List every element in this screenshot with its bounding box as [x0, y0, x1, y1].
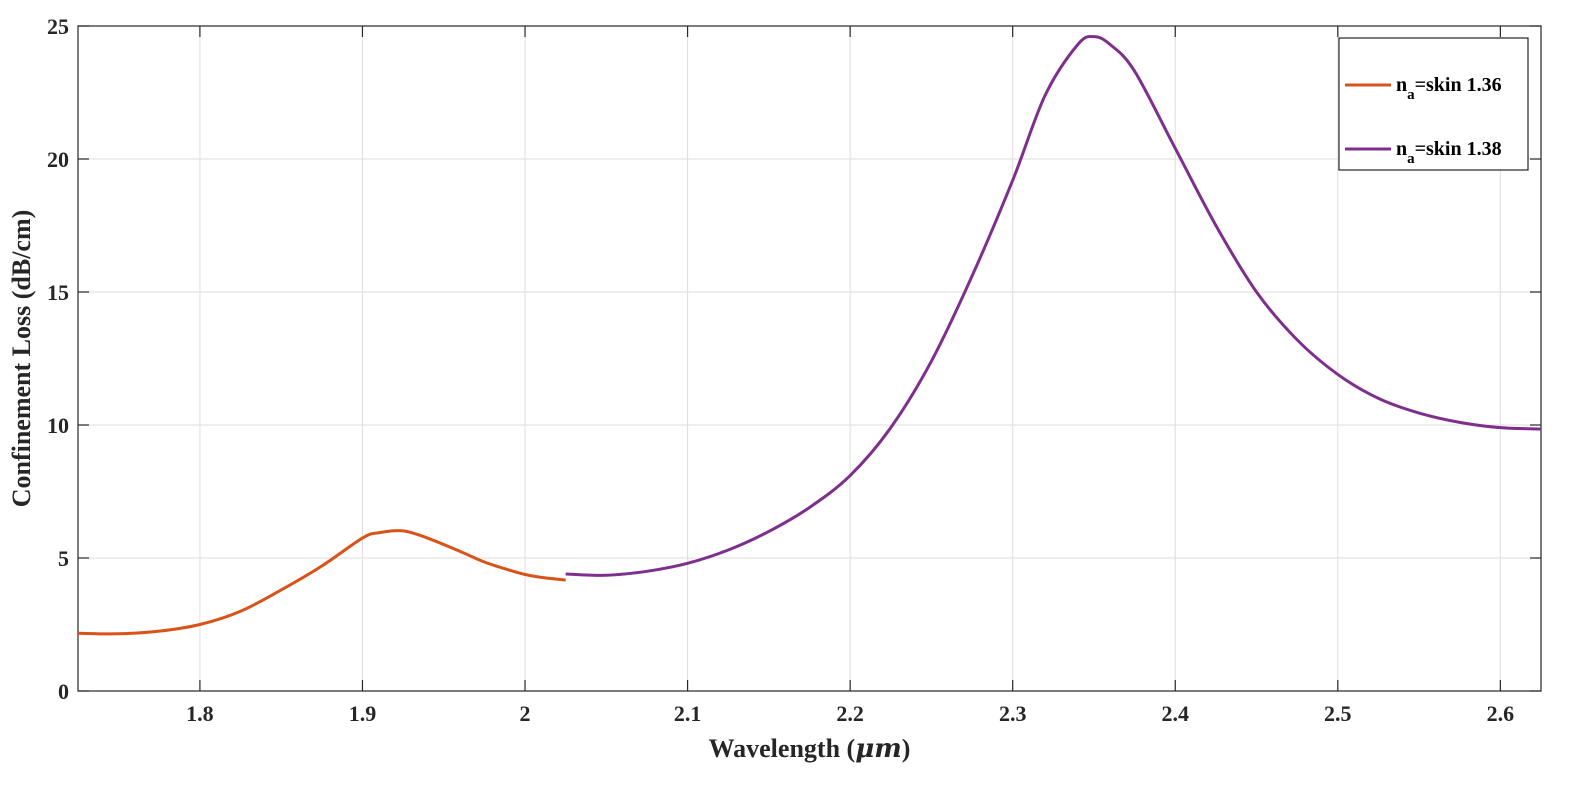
tick-marks — [78, 25, 1541, 692]
x-tick-label: 2 — [520, 701, 531, 726]
x-tick-label: 2.4 — [1162, 701, 1190, 726]
y-tick-label: 15 — [47, 280, 69, 305]
x-tick-label: 1.9 — [349, 701, 377, 726]
series-line-1 — [565, 35, 1542, 577]
axes-box — [77, 25, 1542, 692]
x-tick-label: 2.5 — [1324, 701, 1352, 726]
x-tick-label: 1.8 — [186, 701, 214, 726]
x-tick-labels: 1.8 1.9 2 2.1 2.2 2.3 2.4 2.5 2.6 — [186, 701, 1514, 726]
series-line-0 — [77, 529, 566, 636]
y-tick-label: 0 — [58, 679, 69, 704]
x-tick-label: 2.6 — [1487, 701, 1515, 726]
x-tick-label: 2.1 — [674, 701, 702, 726]
grid — [78, 25, 1541, 692]
legend: na=skin 1.36 na=skin 1.38 — [1338, 37, 1529, 171]
y-tick-label: 20 — [47, 147, 69, 172]
x-tick-label: 2.2 — [836, 701, 864, 726]
y-tick-label: 5 — [58, 546, 69, 571]
x-tick-label: 2.3 — [999, 701, 1027, 726]
y-axis-title: Confinement Loss (dB/cm) — [7, 210, 36, 508]
y-tick-labels: 0 5 10 15 20 25 — [47, 14, 69, 704]
legend-item-skin-1-38: na=skin 1.38 — [1345, 138, 1502, 167]
series-group — [77, 35, 1542, 636]
legend-label: na=skin 1.38 — [1396, 138, 1502, 167]
legend-item-skin-1-36: na=skin 1.36 — [1345, 74, 1502, 103]
x-axis-title: Wavelength (μm) — [709, 734, 911, 764]
y-tick-label: 10 — [47, 413, 69, 438]
y-tick-label: 25 — [47, 14, 69, 39]
legend-label: na=skin 1.36 — [1396, 74, 1502, 103]
